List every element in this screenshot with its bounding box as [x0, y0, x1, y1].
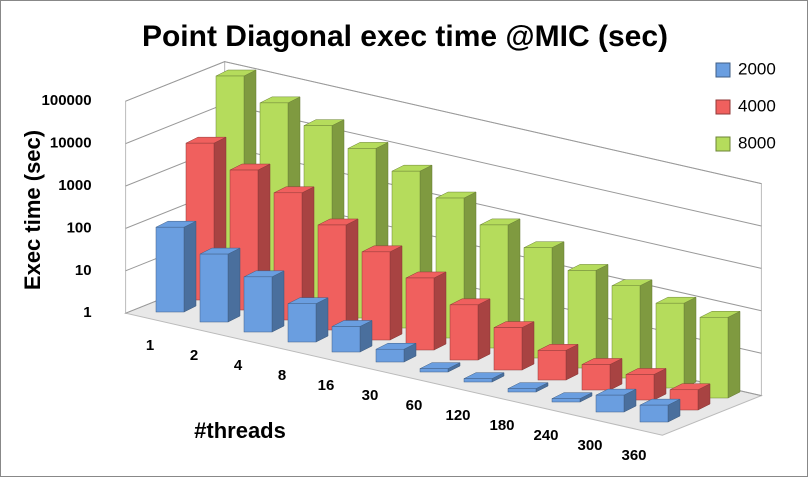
legend-label: 4000: [738, 96, 776, 115]
x-tick-label: 30: [362, 387, 379, 404]
bar: [493, 327, 523, 371]
bar: [551, 398, 581, 403]
bar: [155, 226, 185, 313]
bar: [639, 404, 669, 423]
bar: [581, 364, 611, 391]
bar-side: [595, 264, 609, 369]
x-tick-label: 240: [533, 427, 558, 444]
bar-side: [183, 220, 197, 313]
x-tick-label: 360: [621, 447, 646, 464]
bar: [243, 276, 273, 333]
legend-label: 8000: [738, 133, 776, 152]
legend-label: 2000: [738, 59, 776, 78]
y-tick-label: 10: [75, 262, 92, 279]
bar-side: [433, 271, 447, 351]
legend-swatch: [715, 136, 731, 152]
bar-side: [683, 296, 697, 389]
legend-swatch: [715, 99, 731, 115]
bar: [419, 368, 449, 373]
bar: [537, 350, 567, 381]
y-axis-title: Exec time (sec): [20, 130, 45, 290]
bar-side: [315, 297, 329, 343]
grid-line: [125, 61, 762, 185]
x-tick-label: 180: [489, 417, 514, 434]
bar-side: [639, 279, 653, 379]
y-tick-label: 1: [83, 304, 91, 321]
bar: [507, 388, 537, 393]
x-tick-label: 2: [190, 347, 198, 364]
bar: [463, 378, 493, 383]
bar: [287, 303, 317, 343]
x-tick-label: 16: [318, 377, 335, 394]
x-tick-label: 4: [234, 357, 243, 374]
x-axis-title: #threads: [194, 418, 286, 443]
bar-side: [271, 270, 285, 333]
y-tick-label: 10000: [50, 135, 92, 152]
bar: [595, 394, 625, 413]
bar-side: [551, 241, 565, 359]
y-tick-label: 100000: [42, 92, 92, 109]
y-tick-label: 1000: [58, 177, 91, 194]
bar-side: [227, 247, 241, 323]
x-tick-label: 300: [577, 437, 602, 454]
y-tick-label: 100: [67, 219, 92, 236]
chart-title: Point Diagonal exec time @MIC (sec): [142, 20, 668, 53]
bar: [449, 304, 479, 361]
bar: [405, 277, 435, 351]
x-tick-label: 120: [445, 407, 470, 424]
bar: [375, 348, 405, 363]
x-tick-label: 1: [146, 337, 154, 354]
bar: [199, 253, 229, 323]
bar-side: [727, 310, 741, 399]
bar-side: [477, 298, 491, 361]
legend-swatch: [715, 62, 731, 78]
bar-side: [389, 245, 403, 341]
bar-side: [345, 218, 359, 331]
x-tick-label: 8: [278, 367, 286, 384]
bar: [331, 326, 361, 353]
bar-side: [521, 321, 535, 371]
x-tick-label: 60: [406, 397, 423, 414]
